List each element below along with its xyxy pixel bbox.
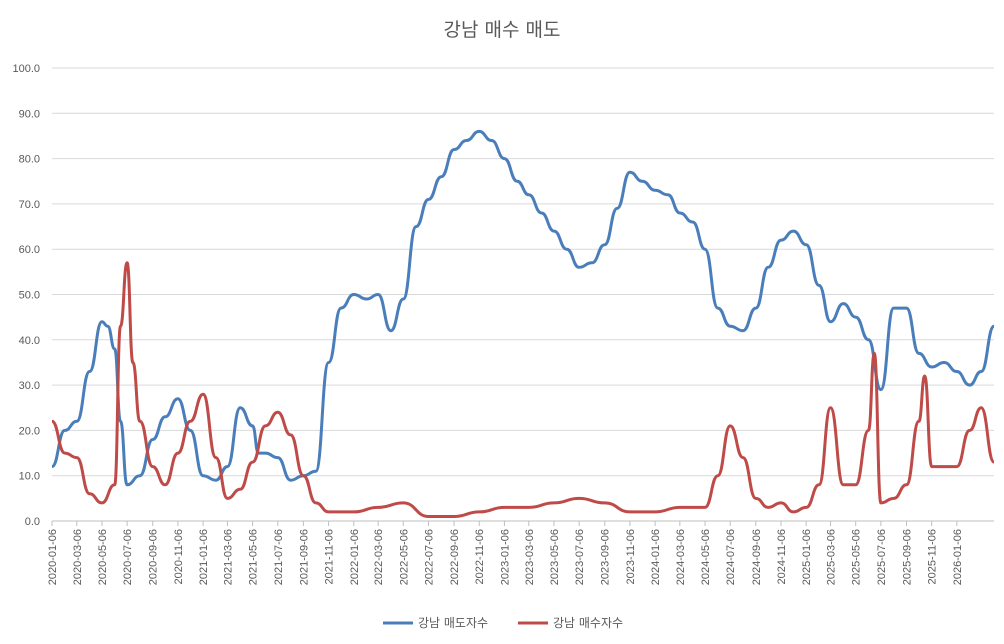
x-tick-label: 2020-07-06	[122, 529, 134, 585]
series-line-1	[51, 129, 996, 487]
y-tick-label: 10.0	[19, 471, 40, 483]
x-tick-label: 2024-09-06	[751, 529, 763, 585]
y-tick-label: 80.0	[19, 154, 40, 166]
x-tick-label: 2022-09-06	[449, 529, 461, 585]
x-tick-label: 2026-01-06	[952, 529, 964, 585]
x-tick-label: 2024-05-06	[700, 529, 712, 585]
x-tick-label: 2022-05-06	[398, 529, 410, 585]
x-tick-label: 2022-03-06	[373, 529, 385, 585]
x-tick-label: 2020-09-06	[148, 529, 160, 585]
x-tick-label: 2021-11-06	[324, 529, 336, 584]
x-tick-label: 2025-01-06	[801, 529, 813, 585]
y-tick-label: 20.0	[19, 425, 40, 437]
x-tick-label: 2020-01-06	[47, 529, 59, 585]
legend-label: 강남 매수자수	[553, 616, 623, 630]
x-tick-label: 2023-09-06	[600, 529, 612, 585]
x-tick-label: 2024-07-06	[725, 529, 737, 585]
x-tick-label: 2023-05-06	[549, 529, 561, 585]
gridlines	[52, 67, 994, 522]
x-tick-label: 2021-07-06	[273, 529, 285, 585]
legend-label: 강남 매도자수	[418, 616, 488, 630]
x-axis-ticks: 2020-01-06 2020-03-06 2020-05-06 2020-07-06…	[47, 521, 964, 585]
x-tick-label: 2020-05-06	[97, 529, 109, 585]
series-line-2	[51, 261, 996, 519]
y-tick-label: 40.0	[19, 335, 40, 347]
x-tick-label: 2021-05-06	[248, 529, 260, 585]
legend: 강남 매도자수 강남 매수자수	[383, 616, 623, 630]
chart-title: 강남 매수 매도	[444, 19, 561, 41]
x-tick-label: 2023-03-06	[524, 529, 536, 585]
series-lines	[51, 129, 996, 519]
x-tick-label: 2021-01-06	[198, 529, 210, 585]
x-tick-label: 2023-11-06	[625, 529, 637, 584]
y-tick-label: 50.0	[19, 290, 40, 302]
x-tick-label: 2022-01-06	[349, 529, 361, 585]
y-tick-label: 30.0	[19, 380, 40, 392]
y-axis-ticks: 0.0 10.0 20.0 30.0 40.0 50.0 60.0 70.0 80.0 90.0 1…	[12, 63, 40, 528]
y-tick-label: 60.0	[19, 244, 40, 256]
x-tick-label: 2024-03-06	[675, 529, 687, 585]
y-tick-label: 100.0	[12, 63, 40, 75]
y-tick-label: 0.0	[25, 516, 40, 528]
x-tick-label: 2021-03-06	[222, 529, 234, 585]
y-tick-label: 70.0	[19, 199, 40, 211]
x-tick-label: 2022-07-06	[423, 529, 435, 585]
x-tick-label: 2025-03-06	[826, 529, 838, 585]
x-tick-label: 2021-09-06	[298, 529, 310, 585]
x-tick-label: 2022-11-06	[474, 529, 486, 584]
x-tick-label: 2025-05-06	[851, 529, 863, 585]
x-tick-label: 2023-01-06	[499, 529, 511, 585]
y-tick-label: 90.0	[19, 108, 40, 120]
x-tick-label: 2024-11-06	[776, 529, 788, 584]
x-tick-label: 2025-07-06	[876, 529, 888, 585]
x-tick-label: 2020-03-06	[72, 529, 84, 585]
x-tick-label: 2025-11-06	[927, 529, 939, 584]
x-tick-label: 2020-11-06	[173, 529, 185, 584]
x-tick-label: 2024-01-06	[650, 529, 662, 585]
x-tick-label: 2023-07-06	[574, 529, 586, 585]
x-tick-label: 2025-09-06	[901, 529, 913, 585]
